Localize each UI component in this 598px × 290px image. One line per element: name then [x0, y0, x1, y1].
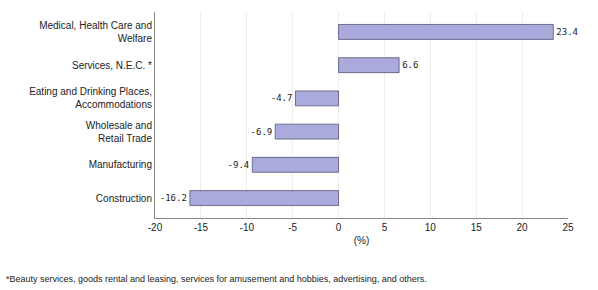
svg-text:-16.2: -16.2 [160, 193, 187, 203]
svg-text:-20: -20 [148, 222, 163, 233]
svg-text:20: 20 [517, 222, 529, 233]
svg-text:5: 5 [382, 222, 388, 233]
svg-text:(%): (%) [354, 235, 370, 246]
svg-text:25: 25 [562, 222, 574, 233]
svg-text:-9.4: -9.4 [228, 160, 250, 170]
svg-text:0: 0 [336, 222, 342, 233]
svg-text:Wholesale andRetail Trade: Wholesale andRetail Trade [86, 120, 153, 144]
svg-text:Eating and Drinking Places,Acc: Eating and Drinking Places,Accommodation… [29, 86, 152, 110]
svg-text:15: 15 [471, 222, 483, 233]
svg-text:-15: -15 [194, 222, 209, 233]
svg-text:10: 10 [425, 222, 437, 233]
svg-text:-4.7: -4.7 [271, 93, 293, 103]
svg-text:-5: -5 [288, 222, 297, 233]
svg-text:Services, N.E.C. *: Services, N.E.C. * [72, 60, 152, 71]
svg-text:-6.9: -6.9 [251, 127, 273, 137]
svg-text:6.6: 6.6 [402, 60, 418, 70]
svg-text:Construction: Construction [96, 193, 152, 204]
svg-text:-10: -10 [240, 222, 255, 233]
svg-text:*Beauty services, goods rental: *Beauty services, goods rental and leasi… [6, 274, 427, 284]
svg-text:Manufacturing: Manufacturing [89, 159, 152, 170]
svg-text:Medical, Health Care andWelfar: Medical, Health Care andWelfare [39, 20, 152, 44]
svg-text:23.4: 23.4 [556, 27, 578, 37]
